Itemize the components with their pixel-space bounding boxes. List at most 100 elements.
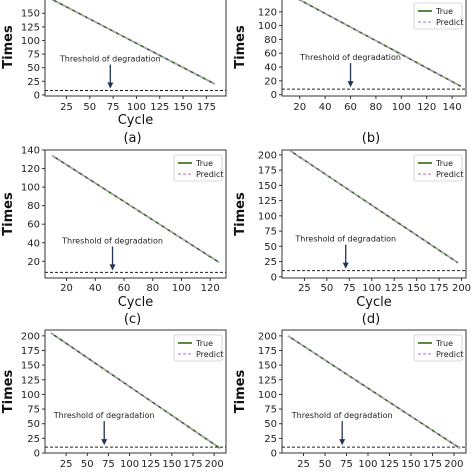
x-tick-label: 100 <box>362 283 381 294</box>
x-tick-label: 175 <box>197 102 216 113</box>
y-tick-label: 75 <box>27 50 40 61</box>
y-tick-label: 175 <box>258 166 277 177</box>
y-tick-label: 150 <box>21 9 40 20</box>
y-tick-label: 0 <box>34 449 40 460</box>
legend-label-true: True <box>435 339 453 348</box>
y-tick-label: 80 <box>264 35 277 46</box>
y-tick-label: 100 <box>21 183 40 194</box>
x-tick-label: 150 <box>162 459 181 470</box>
legend-label-true: True <box>435 159 453 168</box>
x-tick-label: 50 <box>319 459 332 470</box>
x-tick-label: 150 <box>401 459 420 470</box>
panel-c: 20 40 60 80 100 120 20 40 60 80 100 120 140 Threshold… <box>1 146 227 327</box>
x-tick-label: 80 <box>370 102 383 113</box>
series-line-predict <box>51 0 216 85</box>
x-tick-label: 100 <box>392 102 411 113</box>
x-tick-label: 125 <box>141 459 160 470</box>
plot-frame <box>44 0 227 97</box>
x-tick-label: 140 <box>442 102 461 113</box>
y-tick-label: 50 <box>27 63 40 74</box>
x-tick-label: 25 <box>298 283 311 294</box>
y-tick-label: 40 <box>264 63 277 74</box>
panel-caption: (b) <box>362 131 380 146</box>
y-tick-label: 25 <box>264 257 277 268</box>
x-tick-label: 200 <box>452 283 471 294</box>
threshold-arrow-head <box>101 439 108 446</box>
panel-caption: (c) <box>124 312 141 327</box>
y-tick-label: 100 <box>21 390 40 401</box>
y-tick-label: 75 <box>264 227 277 238</box>
x-tick-label: 75 <box>343 283 356 294</box>
panel-b: 20 40 60 80 100 120 140 0 20 40 60 80 100 120 Threshol… <box>233 0 467 146</box>
y-tick-label: 175 <box>258 346 277 357</box>
panel-caption: (a) <box>123 131 141 146</box>
y-tick-label: 0 <box>271 90 277 101</box>
y-tick-label: 50 <box>27 419 40 430</box>
y-tick-label: 25 <box>264 434 277 445</box>
x-tick-label: 150 <box>174 102 193 113</box>
legend-label-true: True <box>435 7 453 16</box>
x-tick-label: 175 <box>183 459 202 470</box>
y-tick-label: 120 <box>21 164 40 175</box>
y-tick-label: 0 <box>271 272 277 283</box>
y-tick-label: 125 <box>21 375 40 386</box>
threshold-arrow-head <box>342 262 349 269</box>
y-tick-label: 75 <box>27 405 40 416</box>
y-tick-label: 25 <box>27 77 40 88</box>
x-tick-label: 75 <box>340 459 353 470</box>
threshold-label: Threshold of degradation <box>59 55 161 64</box>
x-tick-label: 75 <box>107 102 120 113</box>
y-tick-label: 80 <box>27 201 40 212</box>
y-axis-label: Times <box>233 25 248 69</box>
y-tick-label: 50 <box>264 242 277 253</box>
y-tick-label: 150 <box>21 361 40 372</box>
y-tick-label: 125 <box>21 22 40 33</box>
x-tick-label: 50 <box>321 283 334 294</box>
y-tick-label: 200 <box>258 331 277 342</box>
y-tick-label: 175 <box>21 346 40 357</box>
y-tick-label: 100 <box>258 211 277 222</box>
y-tick-label: 200 <box>21 331 40 342</box>
y-tick-label: 75 <box>264 405 277 416</box>
y-tick-label: 150 <box>258 181 277 192</box>
legend-label-predict: Predict <box>196 170 224 179</box>
x-tick-label: 125 <box>380 459 399 470</box>
x-tick-label: 175 <box>423 459 442 470</box>
x-tick-label: 120 <box>201 283 220 294</box>
x-tick-label: 100 <box>358 459 377 470</box>
y-axis-label: Times <box>1 192 16 236</box>
y-axis-label: Times <box>233 370 248 414</box>
x-tick-label: 100 <box>172 283 191 294</box>
series-line-true <box>51 0 216 85</box>
y-tick-label: 60 <box>264 49 277 60</box>
y-axis-label: Times <box>1 370 16 414</box>
panel-e: 25 50 75 100 125 150 175 2000255075100125150175… <box>1 329 227 470</box>
y-tick-label: 100 <box>258 390 277 401</box>
x-tick-label: 50 <box>83 102 96 113</box>
plot-frame <box>44 329 227 454</box>
threshold-arrow-head <box>339 439 346 446</box>
x-tick-label: 75 <box>102 459 115 470</box>
y-axis-label: Times <box>233 192 248 236</box>
x-tick-label: 80 <box>146 283 159 294</box>
y-tick-label: 40 <box>27 238 40 249</box>
x-tick-label: 100 <box>120 459 139 470</box>
panel-f: 25 50 75 100 125 150 175 2000255075100125150175… <box>233 329 467 470</box>
series-line-predict <box>51 154 220 263</box>
x-tick-label: 200 <box>205 459 224 470</box>
plot-frame <box>281 0 467 97</box>
x-tick-label: 175 <box>430 283 449 294</box>
y-tick-label: 25 <box>27 434 40 445</box>
series-line-predict <box>287 335 461 449</box>
y-tick-label: 20 <box>264 76 277 87</box>
threshold-arrow-head <box>107 82 114 89</box>
y-tick-label: 60 <box>27 220 40 231</box>
series-line-predict <box>298 0 462 87</box>
legend-label-true: True <box>195 339 213 348</box>
y-tick-label: 50 <box>264 419 277 430</box>
legend-label-predict: Predict <box>436 170 464 179</box>
y-tick-label: 0 <box>34 90 40 101</box>
x-tick-label: 40 <box>319 102 332 113</box>
threshold-label: Threshold of degradation <box>294 235 396 244</box>
